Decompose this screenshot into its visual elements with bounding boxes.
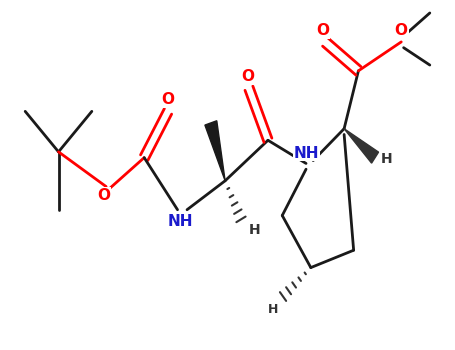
Text: O: O xyxy=(242,69,254,84)
Text: O: O xyxy=(162,92,175,107)
Text: NH: NH xyxy=(293,146,319,161)
Text: H: H xyxy=(381,152,393,166)
Text: NH: NH xyxy=(167,214,192,229)
Text: O: O xyxy=(316,23,329,38)
Text: O: O xyxy=(395,23,408,38)
Text: H: H xyxy=(249,223,260,237)
Polygon shape xyxy=(344,129,379,163)
Polygon shape xyxy=(205,121,225,181)
Text: O: O xyxy=(97,188,110,203)
Text: H: H xyxy=(268,303,278,316)
